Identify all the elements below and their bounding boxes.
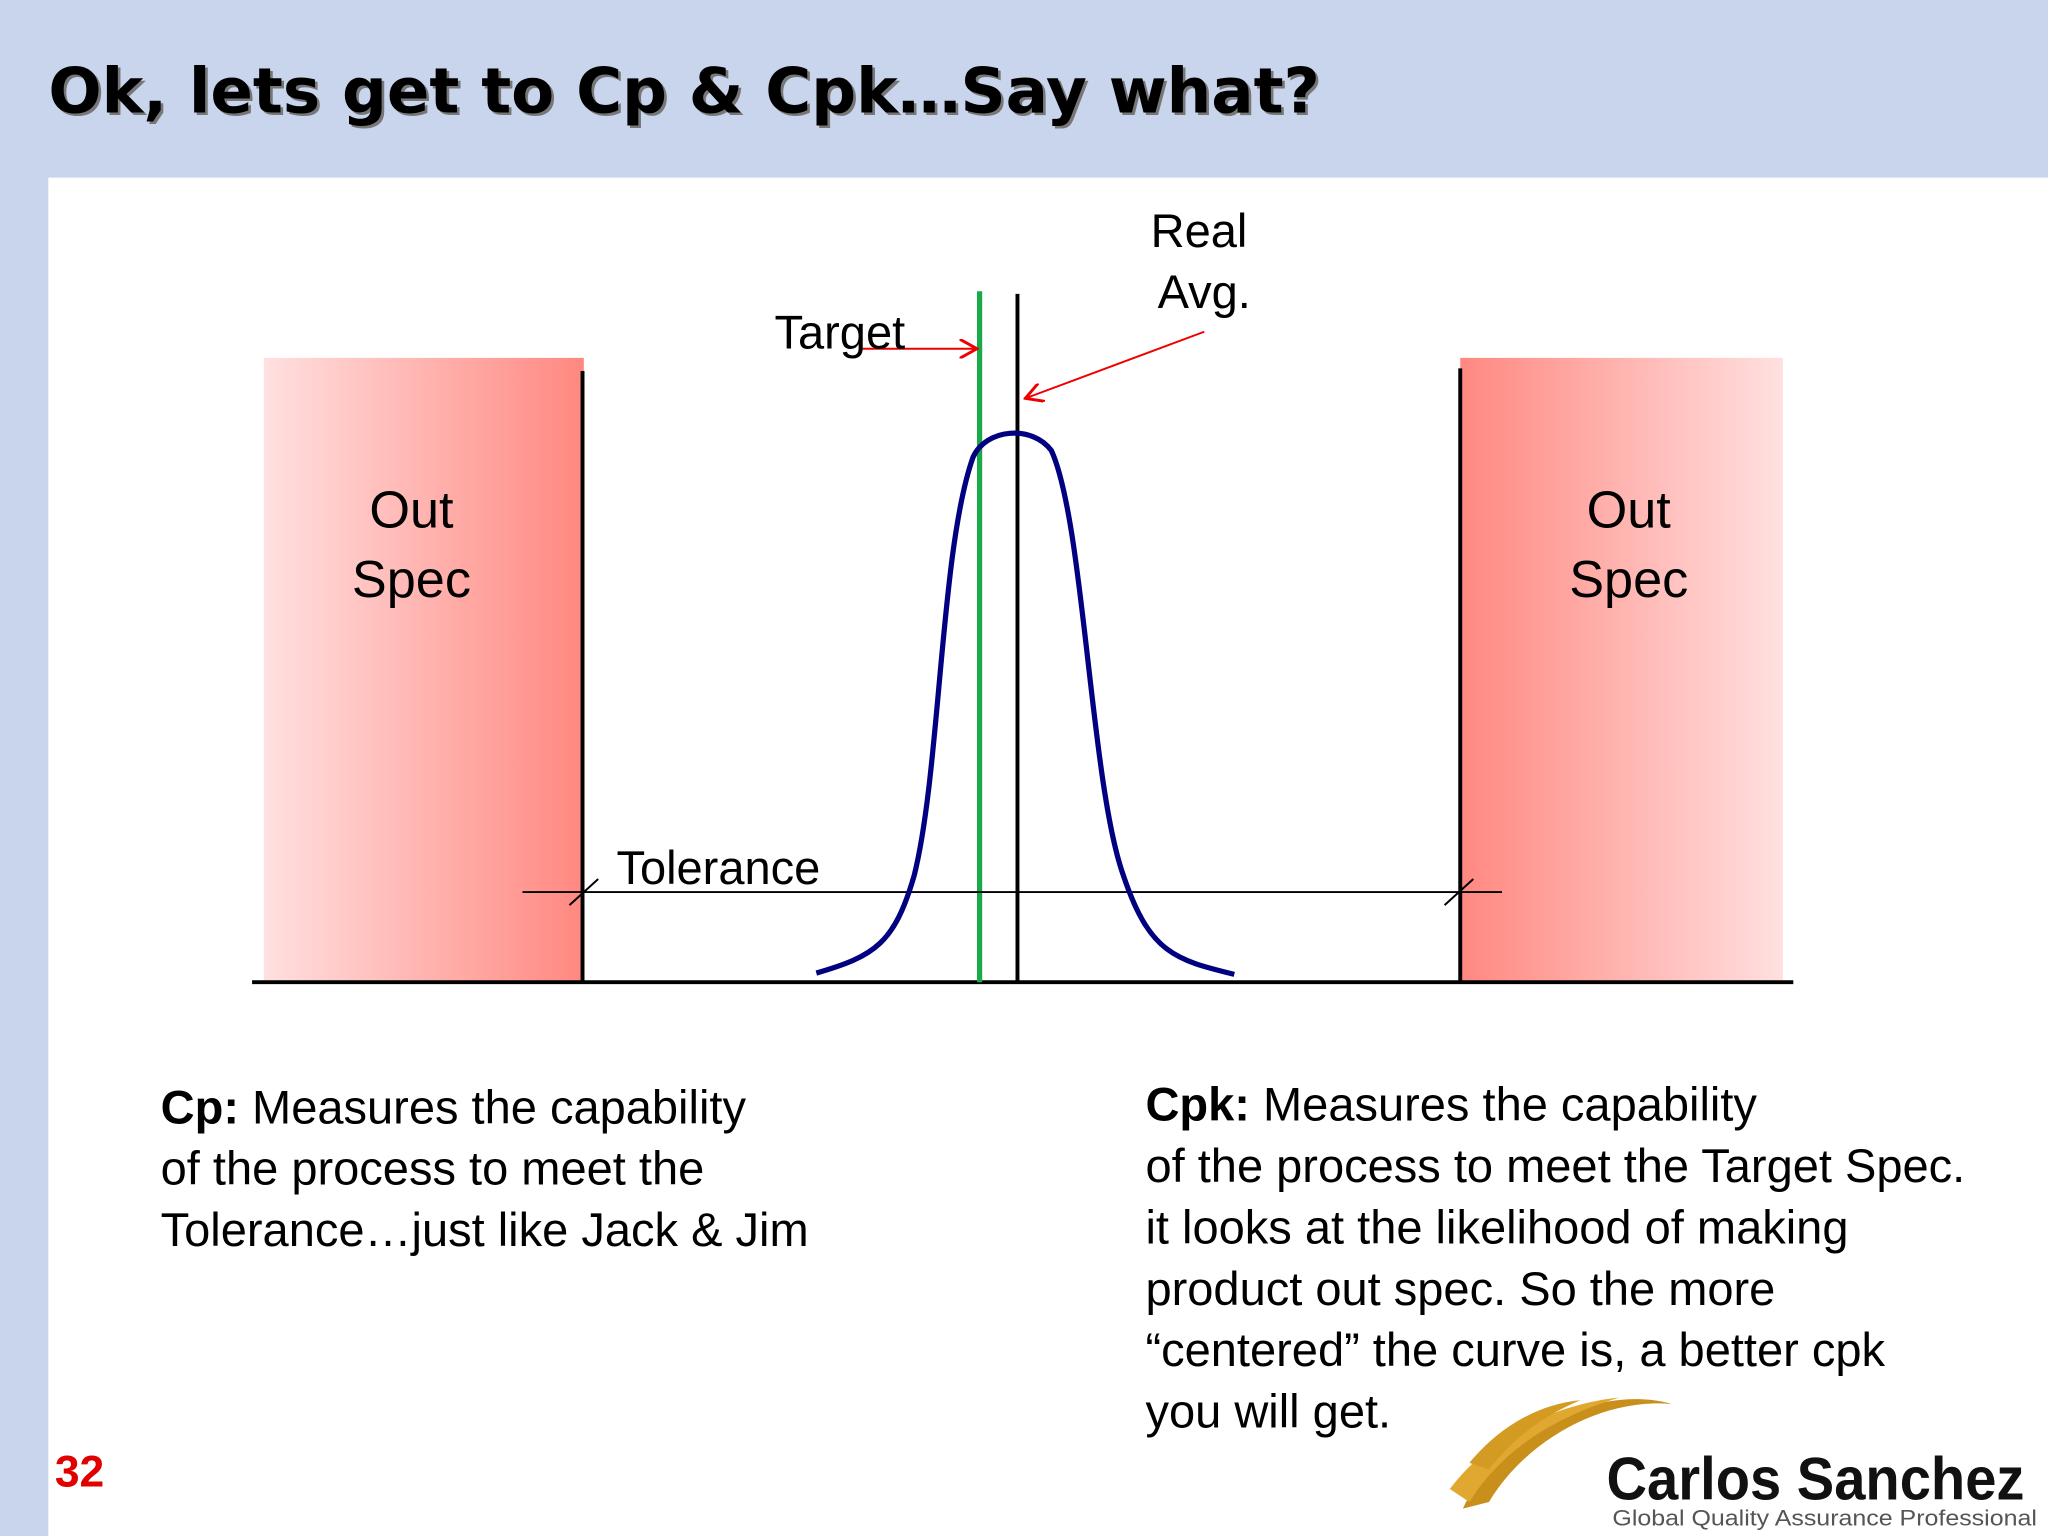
line-text: Measures the capability	[1263, 1078, 1757, 1131]
cpk-text: Cpk: Measures the capability of the proce…	[1145, 1078, 1965, 1438]
line-text: product out spec. So the more	[1145, 1262, 1775, 1315]
paragraph-line: “centered” the curve is, a better cpk	[1145, 1323, 1885, 1376]
paragraph-line: Tolerance…just like Jack & Jim	[161, 1203, 809, 1256]
labels: Real Avg. Target Out Spec Out Spec Toler…	[352, 204, 1688, 894]
line-text: Measures the capability	[252, 1080, 746, 1133]
line-text: you will get.	[1145, 1385, 1391, 1438]
logo-tagline: Global Quality Assurance Professional	[1612, 1506, 2036, 1531]
line-text: it looks at the likelihood of making	[1145, 1200, 1848, 1253]
label: Spec	[1569, 551, 1688, 609]
line-text: of the process to meet the	[161, 1142, 705, 1195]
paragraph-line: product out spec. So the more	[1145, 1262, 1775, 1315]
line-text: Tolerance…just like Jack & Jim	[161, 1203, 809, 1256]
label: Out	[1587, 482, 1672, 540]
line-text: “centered” the curve is, a better cpk	[1145, 1323, 1885, 1376]
paragraph-line: Cpk: Measures the capability	[1145, 1078, 1757, 1131]
paragraph-line: you will get.	[1145, 1385, 1391, 1438]
paragraph-line: it looks at the likelihood of making	[1145, 1200, 1848, 1253]
label: Spec	[352, 551, 471, 609]
label: Target	[775, 306, 906, 359]
paragraph-line: of the process to meet the	[161, 1142, 705, 1195]
diagram-lines	[252, 293, 1794, 985]
paragraph-line: of the process to meet the Target Spec.	[1145, 1139, 1965, 1192]
title: Ok, lets get to Cp & Cpk…Say what?	[48, 54, 1320, 127]
label: Avg.	[1158, 265, 1251, 318]
label: Out	[369, 482, 454, 540]
paragraph-line: Cp: Measures the capability	[161, 1080, 747, 1133]
tolerance-line	[522, 878, 1503, 906]
title-shadow: Ok, lets get to Cp & Cpk…Say what?	[51, 57, 1323, 130]
out-spec-zone	[263, 357, 584, 983]
label: Real	[1151, 204, 1248, 257]
line-text: of the process to meet the Target Spec.	[1145, 1139, 1965, 1192]
distribution-curve	[815, 430, 1235, 977]
term: Cp:	[161, 1080, 239, 1133]
logo: Carlos Sanchez Global Quality Assurance …	[1449, 1397, 2037, 1531]
label: Tolerance	[616, 841, 820, 894]
page-number: 32	[55, 1447, 104, 1496]
logo-name: Carlos Sanchez	[1607, 1445, 2025, 1512]
out-spec-zone	[1460, 357, 1783, 983]
cp-text: Cp: Measures the capability of the proces…	[161, 1080, 809, 1256]
term: Cpk:	[1145, 1078, 1249, 1131]
arrow	[1025, 330, 1205, 399]
